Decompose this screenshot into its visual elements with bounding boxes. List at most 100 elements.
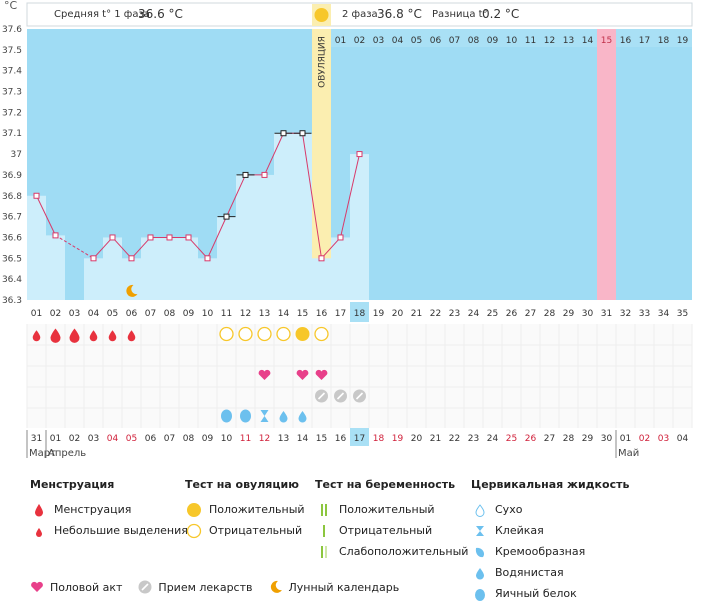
top-day-label: 15 [601, 36, 612, 46]
date-label: 28 [563, 434, 575, 444]
date-label: 24 [487, 434, 499, 444]
cycle-day-label: 02 [50, 309, 61, 319]
legend-item-label: Отрицательный [209, 524, 303, 537]
legend-item-label: Половой акт [50, 580, 123, 594]
cycle-day-label: 19 [373, 309, 385, 319]
date-label: 13 [278, 434, 289, 444]
blood-drop-icon [50, 328, 61, 343]
date-label: 14 [297, 434, 309, 444]
cycle-day-label: 08 [164, 309, 176, 319]
watery-drop-icon [298, 411, 307, 423]
bbt-chart: ОВУЛЯЦИЯ 01 02 03 04 05 06 07 08 09 10 11 12 13 14 15 16… [2, 2, 693, 459]
cycle-day-label: 03 [69, 309, 80, 319]
top-day-label: 09 [487, 36, 499, 46]
temperature-bar [255, 174, 274, 300]
cycle-day-label: 17 [335, 309, 346, 319]
date-label: 12 [259, 434, 270, 444]
temperature-line-segment [112, 237, 132, 259]
negative-test-icon [257, 326, 272, 342]
y-tick-label: 37.6 [2, 25, 22, 35]
cycle-day-label: 15 [297, 309, 308, 319]
temperature-point [299, 130, 306, 137]
watery-drop-icon [279, 411, 288, 423]
positive-test-icon [295, 327, 310, 341]
temperature-line-segment [340, 153, 360, 238]
y-tick-label: 36.7 [2, 213, 22, 223]
legend-item-label: Прием лекарств [158, 580, 253, 594]
legend-pregnancy-test: Тест на беременность Положительный Отриц… [315, 478, 468, 562]
egg-white-icon [240, 409, 251, 423]
temperature-line-segment [55, 234, 94, 259]
date-label: 10 [221, 434, 233, 444]
temperature-point [109, 234, 116, 241]
negative-test-icon [219, 326, 234, 342]
legend-item-label: Водянистая [495, 566, 564, 579]
symptom-grid [27, 324, 692, 428]
temperature-bar [217, 216, 236, 300]
date-label: 16 [335, 434, 347, 444]
top-day-label: 17 [639, 36, 650, 46]
cycle-day-label: 35 [677, 309, 688, 319]
legend-item-label: Слабоположительный [339, 545, 469, 558]
cycle-day-label: 28 [544, 309, 556, 319]
legend-row: Клейкая [471, 520, 629, 541]
date-label: 25 [506, 434, 517, 444]
legend-ovulation-test: Тест на овуляцию Положительный Отрицател… [185, 478, 305, 541]
legend-item-label: Лунный календарь [288, 580, 400, 594]
y-tick-label: 36.6 [2, 233, 22, 243]
month-label: Апрель [48, 448, 86, 459]
y-tick-label: 37.3 [2, 88, 22, 98]
top-day-label: 16 [620, 36, 632, 46]
date-label: 20 [411, 434, 423, 444]
pill-icon [138, 580, 152, 594]
faint-lines-icon [315, 545, 333, 559]
legend-cervical-title: Цервикальная жидкость [471, 478, 630, 491]
ovulation-column [312, 29, 331, 300]
date-label: 19 [392, 434, 404, 444]
date-label: 01 [620, 434, 631, 444]
date-label: 01 [50, 434, 61, 444]
unit-label: °C [4, 0, 18, 12]
phase1-label: Средняя t° 1 фаза [54, 9, 150, 20]
date-label: 22 [449, 434, 460, 444]
ovulation-label: ОВУЛЯЦИЯ [318, 36, 328, 88]
date-label: 05 [126, 434, 137, 444]
sticky-icon [471, 524, 489, 538]
temperature-bar [179, 237, 198, 300]
cycle-day-label: 27 [525, 309, 536, 319]
legend-row: Менструация [30, 499, 188, 520]
cycle-day-label: 07 [145, 309, 156, 319]
cycle-day-label: 31 [601, 309, 612, 319]
legend-row: Водянистая [471, 562, 629, 583]
sticky-icon [260, 410, 269, 422]
temperature-point [280, 130, 287, 137]
y-tick-label: 37.2 [2, 108, 22, 118]
top-day-label: 10 [506, 36, 518, 46]
highlight-column [597, 29, 616, 300]
y-tick-label: 36.8 [2, 192, 22, 202]
y-tick-label: 37 [11, 150, 22, 160]
cycle-day-label: 16 [316, 309, 328, 319]
cycle-day-label: 13 [259, 309, 270, 319]
date-label: 31 [31, 434, 42, 444]
watery-drop-icon [471, 566, 489, 580]
date-label: 18 [373, 434, 385, 444]
top-day-label: 11 [525, 36, 536, 46]
date-label: 23 [468, 434, 479, 444]
top-day-label: 19 [677, 36, 689, 46]
y-tick-label: 37.1 [2, 129, 22, 139]
today-date-highlight [350, 428, 369, 446]
date-label: 02 [639, 434, 650, 444]
month-label: Март [29, 448, 56, 459]
temperature-bar [293, 133, 312, 300]
blood-drop-icon [69, 328, 80, 343]
legend-item-label: Положительный [209, 503, 305, 516]
temperature-line-segment [207, 216, 227, 259]
negative-test-icon [314, 326, 329, 342]
cycle-day-label: 22 [430, 309, 441, 319]
legend-item-label: Клейкая [495, 524, 544, 537]
phase2-label: 2 фаза [342, 9, 378, 20]
cycle-day-label: 12 [240, 309, 251, 319]
heart-icon [258, 369, 271, 380]
one-line-icon [315, 524, 333, 538]
